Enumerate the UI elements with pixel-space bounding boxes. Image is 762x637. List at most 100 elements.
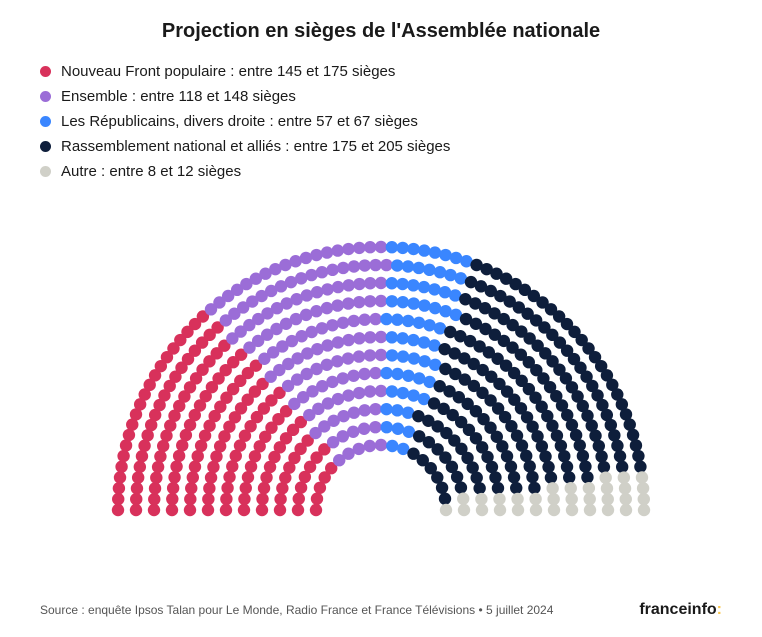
seat-dot bbox=[353, 350, 365, 362]
seat-dot bbox=[364, 331, 376, 343]
seat-dot bbox=[130, 504, 142, 516]
seat-dot bbox=[149, 482, 161, 494]
seat-dot bbox=[528, 482, 540, 494]
seat-dot bbox=[238, 493, 250, 505]
seat-dot bbox=[173, 450, 185, 462]
seat-dot bbox=[348, 406, 360, 418]
seat-dot bbox=[114, 471, 126, 483]
seat-dot bbox=[397, 296, 409, 308]
seat-dot bbox=[601, 482, 613, 494]
seat-dot bbox=[353, 242, 365, 254]
seat-dot bbox=[380, 403, 392, 415]
seat-dot bbox=[347, 370, 359, 382]
seat-dot bbox=[148, 504, 160, 516]
seat-dot bbox=[579, 460, 591, 472]
seat-dot bbox=[300, 252, 312, 264]
seat-dot bbox=[342, 352, 354, 364]
seat-dot bbox=[620, 504, 632, 516]
seat-dot bbox=[342, 243, 354, 255]
seat-dot bbox=[258, 482, 270, 494]
seat-dot bbox=[332, 281, 344, 293]
seat-dot bbox=[595, 450, 607, 462]
seat-dot bbox=[375, 295, 387, 307]
seat-dot bbox=[429, 246, 441, 258]
seat-dot bbox=[316, 322, 328, 334]
seat-dot bbox=[166, 493, 178, 505]
seat-dot bbox=[375, 439, 387, 451]
seat-dot bbox=[407, 279, 419, 291]
seat-dot bbox=[402, 370, 414, 382]
seat-dot bbox=[364, 440, 376, 452]
seat-dot bbox=[184, 493, 196, 505]
seat-dot bbox=[189, 461, 201, 473]
seat-dot bbox=[602, 493, 614, 505]
seat-dot bbox=[274, 504, 286, 516]
seat-dot bbox=[353, 443, 365, 455]
seat-dot bbox=[358, 404, 370, 416]
seat-dot bbox=[392, 423, 404, 435]
seat-dot bbox=[636, 471, 648, 483]
seat-dot bbox=[364, 277, 376, 289]
seat-dot bbox=[611, 440, 623, 452]
seat-dot bbox=[386, 331, 398, 343]
seat-dot bbox=[321, 302, 333, 314]
seat-dot bbox=[492, 482, 504, 494]
seat-dot bbox=[112, 493, 124, 505]
seat-dot bbox=[418, 281, 430, 293]
seat-dot bbox=[348, 315, 360, 327]
seat-dot bbox=[561, 461, 573, 473]
seat-dot bbox=[364, 349, 376, 361]
seat-dot bbox=[386, 385, 398, 397]
seat-dot bbox=[380, 421, 392, 433]
seat-dot bbox=[542, 461, 554, 473]
seat-dot bbox=[593, 440, 605, 452]
seat-dot bbox=[364, 385, 376, 397]
seat-dot bbox=[321, 339, 333, 351]
seat-dot bbox=[489, 471, 501, 483]
seat-dot bbox=[310, 249, 322, 261]
seat-dot bbox=[256, 504, 268, 516]
legend-item-lr: Les Républicains, divers droite : entre … bbox=[40, 113, 722, 130]
seat-dot bbox=[342, 279, 354, 291]
legend: Nouveau Front populaire : entre 145 et 1… bbox=[40, 63, 722, 180]
seat-dot bbox=[397, 387, 409, 399]
seat-dot bbox=[331, 355, 343, 367]
seat-dot bbox=[402, 260, 414, 272]
seat-dot bbox=[337, 372, 349, 384]
seat-dot bbox=[526, 471, 538, 483]
seat-dot bbox=[620, 493, 632, 505]
seat-dot bbox=[566, 504, 578, 516]
seat-dot bbox=[342, 334, 354, 346]
seat-dot bbox=[548, 504, 560, 516]
seat-dot bbox=[386, 241, 398, 253]
seat-dot bbox=[396, 332, 408, 344]
seat-dot bbox=[226, 460, 238, 472]
seat-dot bbox=[347, 426, 359, 438]
legend-item-autre: Autre : entre 8 et 12 sièges bbox=[40, 163, 722, 180]
seat-dot bbox=[397, 242, 409, 254]
seat-dot bbox=[391, 404, 403, 416]
legend-label: Autre : entre 8 et 12 sièges bbox=[61, 163, 241, 180]
seat-dot bbox=[418, 355, 430, 367]
seat-dot bbox=[369, 313, 381, 325]
seat-dot bbox=[113, 482, 125, 494]
seat-dot bbox=[565, 493, 577, 505]
seat-dot bbox=[418, 336, 430, 348]
source-text: Source : enquête Ipsos Talan pour Le Mon… bbox=[40, 602, 553, 619]
seat-dot bbox=[337, 317, 349, 329]
seat-dot bbox=[358, 314, 370, 326]
seat-dot bbox=[203, 482, 215, 494]
seat-dot bbox=[386, 440, 398, 452]
seat-dot bbox=[547, 493, 559, 505]
seat-dot bbox=[337, 262, 349, 274]
seat-dot bbox=[429, 302, 441, 314]
seat-dot bbox=[295, 481, 307, 493]
seat-dot bbox=[511, 493, 523, 505]
seat-dot bbox=[520, 450, 532, 462]
legend-item-ens: Ensemble : entre 118 et 148 sièges bbox=[40, 88, 722, 105]
seat-dot bbox=[369, 421, 381, 433]
seat-dot bbox=[494, 504, 506, 516]
seat-dot bbox=[402, 315, 414, 327]
seat-dot bbox=[305, 269, 317, 281]
seat-dot bbox=[205, 471, 217, 483]
